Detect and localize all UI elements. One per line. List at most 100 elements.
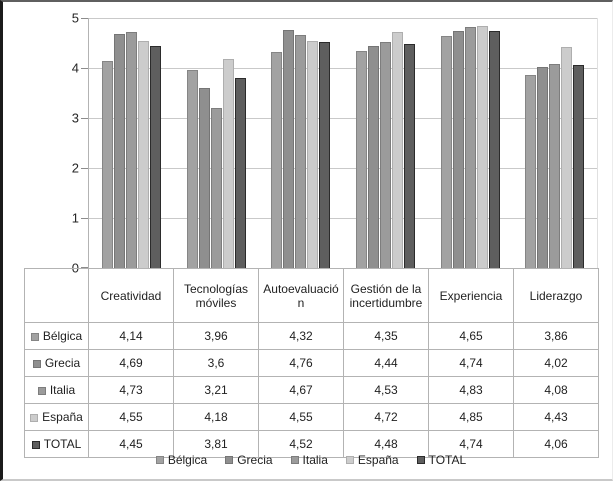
- bar-total-liderazgo: [573, 65, 585, 268]
- legend-item-be-lgica: Bélgica: [155, 453, 208, 467]
- series-swatch-icon: [31, 441, 40, 449]
- table-body: Bélgica 4,14 3,96 4,32 4,35 4,65 3,86 Grecia 4,6…: [24, 322, 599, 458]
- value-cell-italia-gestio-n-de-la-incertidumbre: 4,53: [343, 376, 429, 404]
- value-cell-total-gestio-n-de-la-incertidumbre: 4,48: [343, 430, 429, 458]
- value-cell-grecia-autoevaluacio-n: 4,76: [258, 349, 344, 377]
- bar-group-liderazgo: [512, 18, 597, 268]
- gridline: [89, 18, 597, 19]
- value-cell-grecia-tecnologi-as-mo-viles: 3,6: [173, 349, 259, 377]
- value-cell-be-lgica-gestio-n-de-la-incertidumbre: 4,35: [343, 322, 429, 350]
- value-cell-italia-experiencia: 4,83: [428, 376, 514, 404]
- gridline: [89, 218, 597, 219]
- legend-item-espan-a: España: [345, 453, 399, 467]
- value-cell-be-lgica-autoevaluacio-n: 4,32: [258, 322, 344, 350]
- bar-italia-autoevaluacio-n: [295, 34, 307, 268]
- bar-espan-a-gestio-n-de-la-incertidumbre: [391, 32, 403, 268]
- bar-italia-gestio-n-de-la-incertidumbre: [379, 41, 391, 268]
- bar-group-creatividad: [89, 18, 174, 268]
- y-axis-label-5: 5: [71, 10, 79, 26]
- series-swatch-icon: [32, 360, 41, 368]
- column-header-experiencia: Experiencia: [428, 268, 514, 323]
- column-header-liderazgo: Liderazgo: [513, 268, 599, 323]
- bar-espan-a-tecnologi-as-mo-viles: [222, 59, 234, 268]
- bar-be-lgica-liderazgo: [525, 75, 537, 268]
- y-axis-label-3: 3: [71, 110, 79, 126]
- legend-label: TOTAL: [428, 453, 467, 467]
- table-row-be-lgica: Bélgica 4,14 3,96 4,32 4,35 4,65 3,86: [24, 322, 599, 350]
- bar-total-experiencia: [488, 31, 500, 268]
- table-row-total: TOTAL 4,45 3,81 4,52 4,48 4,74 4,06: [24, 430, 599, 458]
- value-cell-be-lgica-creatividad: 4,14: [88, 322, 174, 350]
- bar-be-lgica-autoevaluacio-n: [271, 52, 283, 268]
- bar-group-experiencia: [428, 18, 513, 268]
- bar-espan-a-experiencia: [476, 25, 488, 268]
- row-label-be-lgica: Bélgica: [24, 322, 89, 350]
- value-cell-total-creatividad: 4,45: [88, 430, 174, 458]
- bar-grecia-gestio-n-de-la-incertidumbre: [367, 46, 379, 268]
- legend-swatch-icon: [416, 456, 425, 464]
- value-cell-total-experiencia: 4,74: [428, 430, 514, 458]
- bar-be-lgica-gestio-n-de-la-incertidumbre: [355, 50, 367, 268]
- value-cell-grecia-creatividad: 4,69: [88, 349, 174, 377]
- row-label-italia: Italia: [24, 376, 89, 404]
- row-label-grecia: Grecia: [24, 349, 89, 377]
- bar-total-autoevaluacio-n: [319, 42, 331, 268]
- legend-label: Italia: [302, 453, 328, 467]
- row-label-espan-a: España: [24, 403, 89, 431]
- axis-tick: [81, 218, 88, 219]
- value-cell-italia-tecnologi-as-mo-viles: 3,21: [173, 376, 259, 404]
- series-swatch-icon: [30, 333, 39, 341]
- value-cell-total-liderazgo: 4,06: [513, 430, 599, 458]
- table-header-row: Creatividad Tecnologías móviles Autoevalua…: [24, 268, 599, 323]
- column-header-autoevaluacio-n: Autoevaluación: [258, 268, 344, 323]
- column-header-tecnologi-as-mo-viles: Tecnologías móviles: [173, 268, 259, 323]
- legend-item-italia: Italia: [290, 453, 328, 467]
- value-cell-grecia-liderazgo: 4,02: [513, 349, 599, 377]
- legend-swatch-icon: [345, 456, 354, 464]
- bar-grecia-experiencia: [452, 31, 464, 268]
- table-row-italia: Italia 4,73 3,21 4,67 4,53 4,83 4,08: [24, 376, 599, 404]
- bar-grecia-autoevaluacio-n: [283, 30, 295, 268]
- bar-total-gestio-n-de-la-incertidumbre: [403, 44, 415, 268]
- y-axis-label-2: 2: [71, 160, 79, 176]
- column-header-creatividad: Creatividad: [88, 268, 174, 323]
- value-cell-be-lgica-liderazgo: 3,86: [513, 322, 599, 350]
- value-cell-be-lgica-tecnologi-as-mo-viles: 3,96: [173, 322, 259, 350]
- bar-total-tecnologi-as-mo-viles: [234, 77, 246, 268]
- legend-item-total: TOTAL: [416, 453, 467, 467]
- gridline: [89, 168, 597, 169]
- row-label-total: TOTAL: [24, 430, 89, 458]
- bar-group-autoevaluacio-n: [258, 18, 343, 268]
- axis-tick: [81, 68, 88, 69]
- series-swatch-icon: [30, 414, 39, 422]
- bar-grecia-creatividad: [113, 33, 125, 268]
- gridline: [89, 118, 597, 119]
- y-axis-label-1: 1: [71, 210, 79, 226]
- value-cell-be-lgica-experiencia: 4,65: [428, 322, 514, 350]
- value-cell-espan-a-liderazgo: 4,43: [513, 403, 599, 431]
- legend-swatch-icon: [290, 456, 299, 464]
- bar-group-tecnologi-as-mo-viles: [174, 18, 259, 268]
- legend-label: Bélgica: [167, 453, 208, 467]
- table-row-grecia: Grecia 4,69 3,6 4,76 4,44 4,74 4,02: [24, 349, 599, 377]
- axis-tick: [81, 168, 88, 169]
- bar-total-creatividad: [149, 45, 161, 268]
- y-axis-label-4: 4: [71, 60, 79, 76]
- bar-be-lgica-tecnologi-as-mo-viles: [186, 70, 198, 268]
- bar-grecia-tecnologi-as-mo-viles: [198, 88, 210, 268]
- value-cell-total-autoevaluacio-n: 4,52: [258, 430, 344, 458]
- legend-label: España: [357, 453, 399, 467]
- plot-area: [81, 18, 598, 268]
- value-cell-espan-a-autoevaluacio-n: 4,55: [258, 403, 344, 431]
- bar-espan-a-creatividad: [137, 40, 149, 268]
- bar-italia-experiencia: [464, 26, 476, 268]
- legend-swatch-icon: [225, 456, 234, 464]
- table-row-espan-a: España 4,55 4,18 4,55 4,72 4,85 4,43: [24, 403, 599, 431]
- value-cell-italia-creatividad: 4,73: [88, 376, 174, 404]
- bar-italia-tecnologi-as-mo-viles: [210, 107, 222, 268]
- chart-legend: Bélgica Grecia Italia España TOTAL: [24, 452, 598, 468]
- bar-be-lgica-experiencia: [440, 35, 452, 268]
- bar-espan-a-autoevaluacio-n: [307, 40, 319, 268]
- column-header-gestio-n-de-la-incertidumbre: Gestión de la incertidumbre: [343, 268, 429, 323]
